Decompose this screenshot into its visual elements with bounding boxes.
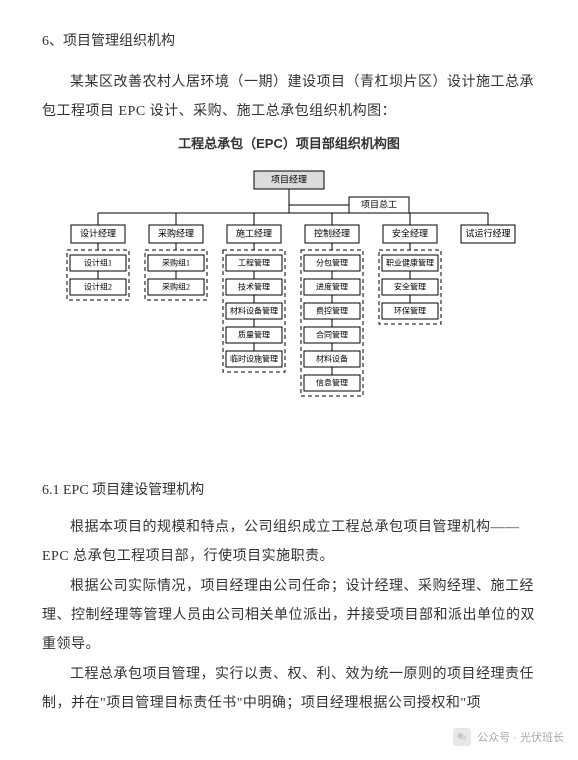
svg-text:临时设施管理: 临时设施管理: [230, 353, 278, 363]
svg-text:采购组2: 采购组2: [162, 281, 190, 291]
svg-text:分包管理: 分包管理: [316, 257, 348, 267]
svg-text:采购经理: 采购经理: [158, 227, 194, 238]
svg-text:工程管理: 工程管理: [238, 257, 270, 267]
svg-text:项目总工: 项目总工: [361, 198, 397, 209]
svg-text:合同管理: 合同管理: [316, 329, 348, 339]
svg-text:质量管理: 质量管理: [238, 329, 270, 339]
body-paragraph: 根据本项目的规模和特点，公司组织成立工程总承包项目管理机构——EPC 总承包工程…: [42, 513, 536, 572]
watermark-label: 公众号 · 光伏班长: [477, 729, 564, 745]
svg-text:技术管理: 技术管理: [238, 281, 270, 291]
svg-text:设计组1: 设计组1: [84, 257, 112, 267]
svg-text:信息管理: 信息管理: [316, 377, 348, 387]
svg-text:材料设备: 材料设备: [316, 353, 348, 363]
svg-text:进度管理: 进度管理: [316, 281, 348, 291]
chart-title: 工程总承包（EPC）项目部组织机构图: [42, 131, 536, 157]
svg-text:费控管理: 费控管理: [316, 305, 348, 315]
svg-text:环保管理: 环保管理: [394, 305, 426, 315]
svg-text:安全管理: 安全管理: [394, 281, 426, 291]
svg-text:试运行经理: 试运行经理: [465, 227, 510, 238]
svg-text:采购组1: 采购组1: [162, 257, 190, 267]
intro-paragraph: 某某区改善农村人居环境（一期）建设项目（青杠坝片区）设计施工总承包工程项目 EP…: [42, 68, 536, 127]
svg-text:职业健康管理: 职业健康管理: [386, 257, 434, 267]
svg-text:项目经理: 项目经理: [271, 173, 307, 184]
svg-text:材料设备管理: 材料设备管理: [230, 305, 278, 315]
body-paragraph: 根据公司实际情况，项目经理由公司任命；设计经理、采购经理、施工经理、控制经理等管…: [42, 572, 536, 660]
svg-text:设计经理: 设计经理: [80, 227, 116, 238]
wechat-icon: [453, 728, 471, 746]
subsection-title: 6.1 EPC 项目建设管理机构: [42, 477, 536, 505]
watermark: 公众号 · 光伏班长: [453, 728, 564, 746]
svg-text:安全经理: 安全经理: [392, 227, 428, 238]
svg-text:设计组2: 设计组2: [84, 281, 112, 291]
svg-text:控制经理: 控制经理: [314, 227, 350, 238]
svg-text:施工经理: 施工经理: [236, 227, 272, 238]
body-paragraph: 工程总承包项目管理，实行以责、权、利、效为统一原则的项目经理责任制，并在"项目管…: [42, 660, 536, 719]
org-chart: 项目经理项目总工设计经理 采购经理 施工经理 控制经理 安全经理 试运行经理设计组1 设计组…: [42, 163, 536, 463]
section-title: 6、项目管理组织机构: [42, 28, 536, 56]
